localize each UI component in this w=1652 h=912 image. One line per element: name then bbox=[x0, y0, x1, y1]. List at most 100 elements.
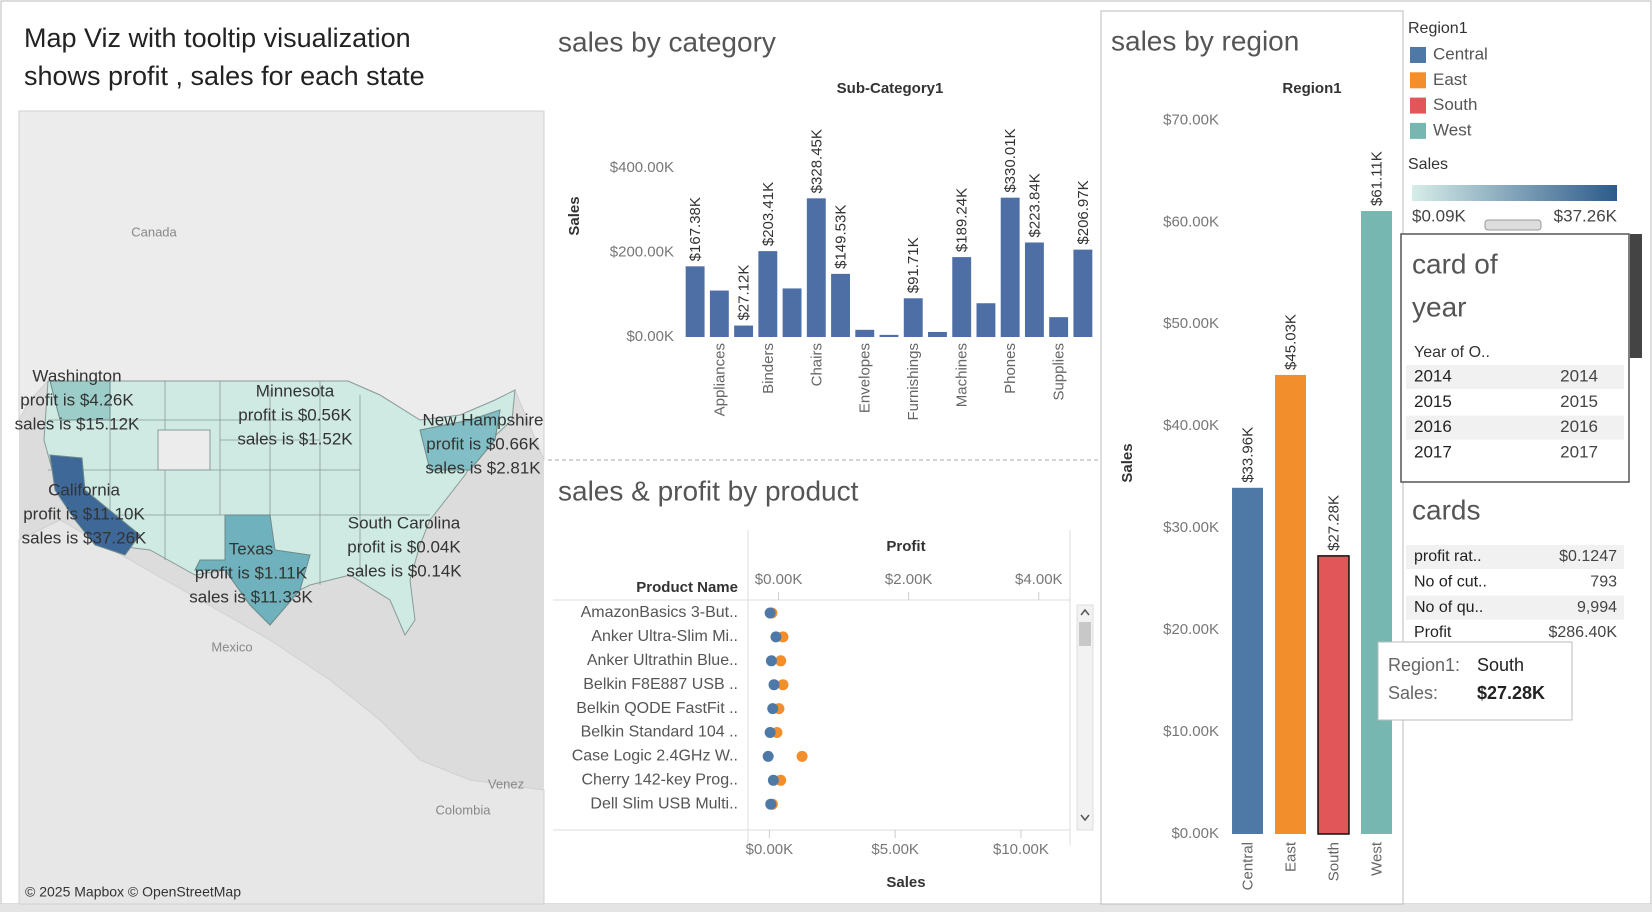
dot[interactable] bbox=[767, 774, 779, 786]
bar[interactable] bbox=[1049, 317, 1069, 337]
map-title: Map Viz with tooltip visualization bbox=[24, 23, 411, 53]
map-title: shows profit , sales for each state bbox=[24, 61, 425, 91]
state-name: Texas bbox=[229, 539, 273, 558]
state-no-data bbox=[157, 429, 211, 471]
bar[interactable] bbox=[952, 257, 972, 337]
dot[interactable] bbox=[770, 631, 782, 643]
bar[interactable] bbox=[1073, 249, 1093, 337]
bar[interactable] bbox=[903, 298, 923, 337]
data-label: $223.84K bbox=[1026, 173, 1043, 237]
dot[interactable] bbox=[777, 679, 789, 691]
y-tick-label: $40.00K bbox=[1163, 417, 1219, 434]
y-tick-label: $20.00K bbox=[1163, 621, 1219, 638]
bar[interactable] bbox=[1232, 487, 1263, 834]
state-texas[interactable] bbox=[194, 514, 311, 626]
x-tick-label: Central bbox=[1239, 842, 1256, 890]
data-label: $27.12K bbox=[736, 265, 753, 321]
row-label: Belkin QODE FastFit .. bbox=[576, 700, 738, 717]
bar[interactable] bbox=[1361, 211, 1392, 834]
table-cell: 2016 bbox=[1414, 417, 1452, 436]
bar[interactable] bbox=[928, 331, 947, 337]
x-tick-label: East bbox=[1282, 841, 1299, 872]
state-california[interactable] bbox=[49, 454, 141, 556]
bar[interactable] bbox=[1275, 374, 1306, 834]
bar[interactable] bbox=[855, 329, 875, 337]
data-label: $149.53K bbox=[832, 205, 849, 269]
x-tick-label: Envelopes bbox=[857, 343, 874, 413]
bar[interactable] bbox=[685, 266, 705, 337]
row-band bbox=[1406, 595, 1624, 620]
chart-title: sales by category bbox=[558, 26, 776, 57]
state-sales: sales is $1.52K bbox=[237, 429, 353, 448]
scrollbar-thumb[interactable] bbox=[1079, 622, 1091, 646]
dot[interactable] bbox=[768, 679, 780, 691]
dot[interactable] bbox=[762, 750, 774, 762]
scroll-down[interactable] bbox=[1080, 814, 1090, 822]
dot[interactable] bbox=[765, 655, 777, 667]
dot[interactable] bbox=[775, 655, 787, 667]
x-tick-label: Furnishings bbox=[905, 343, 922, 421]
resize-handle[interactable] bbox=[1484, 219, 1542, 231]
dot[interactable] bbox=[764, 727, 776, 738]
data-label: $45.03K bbox=[1282, 314, 1299, 370]
scroll-up[interactable] bbox=[1080, 608, 1090, 616]
legend-label: Central bbox=[1433, 44, 1488, 63]
bar[interactable] bbox=[734, 325, 754, 337]
tooltip-value: South bbox=[1477, 655, 1524, 675]
x-tick-label: Phones bbox=[1002, 343, 1019, 394]
data-label: $189.24K bbox=[954, 188, 971, 252]
color-legend-title: Sales bbox=[1408, 156, 1448, 173]
dot[interactable] bbox=[796, 750, 808, 762]
table-cell: 793 bbox=[1590, 574, 1617, 591]
year-card-box bbox=[1400, 233, 1630, 483]
table-cell: 2017 bbox=[1414, 442, 1452, 461]
y-axis-title: Sales bbox=[1119, 443, 1136, 482]
x-axis-title: Sub-Category1 bbox=[837, 80, 944, 97]
dot[interactable] bbox=[764, 607, 776, 619]
bar[interactable] bbox=[831, 273, 850, 337]
row-label: Belkin F8E887 USB .. bbox=[583, 676, 738, 693]
legend-swatch[interactable] bbox=[1410, 72, 1426, 89]
place-label: Mexico bbox=[211, 639, 252, 654]
bar[interactable] bbox=[1317, 555, 1350, 835]
bar[interactable] bbox=[976, 303, 996, 337]
map-attribution[interactable]: © 2025 Mapbox © OpenStreetMap bbox=[25, 884, 241, 900]
data-label: $203.41K bbox=[760, 182, 777, 246]
data-label: $328.45K bbox=[808, 129, 825, 193]
dot[interactable] bbox=[765, 798, 777, 810]
y-tick-label: $30.00K bbox=[1163, 519, 1219, 536]
scrollbar[interactable] bbox=[1076, 604, 1094, 831]
chart-title: sales by region bbox=[1111, 25, 1299, 56]
bar[interactable] bbox=[758, 251, 778, 337]
x-tick-label: $0.00K bbox=[746, 841, 794, 858]
legend-swatch[interactable] bbox=[1410, 97, 1426, 114]
bar[interactable] bbox=[1000, 197, 1020, 337]
table-cell: Profit bbox=[1414, 624, 1452, 641]
bar[interactable] bbox=[879, 334, 899, 337]
table-cell: No of qu.. bbox=[1414, 599, 1483, 616]
place-label: Colombia bbox=[436, 802, 492, 817]
dot[interactable] bbox=[767, 703, 779, 715]
toolbar bbox=[1630, 234, 1642, 358]
bar[interactable] bbox=[806, 198, 826, 337]
table-cell: $286.40K bbox=[1548, 624, 1617, 641]
card-title: card of bbox=[1412, 248, 1498, 279]
state-northeast[interactable] bbox=[419, 409, 501, 471]
map[interactable] bbox=[18, 110, 545, 905]
x-tick-label: $10.00K bbox=[993, 841, 1049, 858]
legend-label: West bbox=[1433, 120, 1472, 139]
table-cell: No of cut.. bbox=[1414, 574, 1487, 591]
bar[interactable] bbox=[709, 290, 729, 337]
x-tick-label: $2.00K bbox=[885, 571, 933, 588]
state-name: New Hampshire bbox=[423, 410, 544, 429]
x-tick-label: Appliances bbox=[711, 343, 728, 416]
place-label: Canada bbox=[131, 224, 177, 239]
bar[interactable] bbox=[1024, 242, 1044, 337]
bar[interactable] bbox=[782, 288, 802, 337]
legend-swatch[interactable] bbox=[1410, 122, 1426, 139]
state-washington[interactable] bbox=[49, 380, 111, 421]
row-band bbox=[1406, 365, 1624, 389]
table-cell: 2017 bbox=[1560, 442, 1598, 461]
legend-swatch[interactable] bbox=[1410, 47, 1426, 63]
tooltip-value: $27.28K bbox=[1477, 683, 1545, 703]
